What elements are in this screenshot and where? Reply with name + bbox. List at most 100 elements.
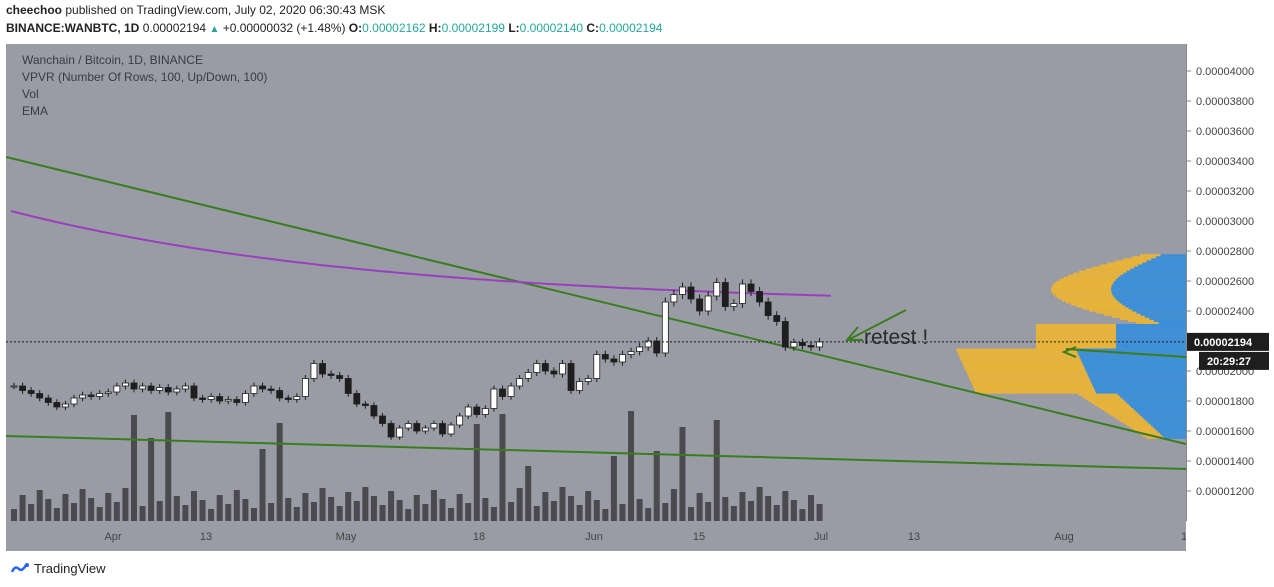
vpvr-up-bar [1114, 297, 1186, 300]
vpvr-up-bar [1122, 397, 1186, 400]
vpvr-up-bar [1140, 313, 1186, 316]
volume-bar [499, 414, 506, 521]
vpvr-up-bar [1092, 385, 1186, 388]
candle-body [404, 423, 412, 429]
vpvr-down-bar [1146, 436, 1165, 439]
support-trendline [6, 435, 1186, 470]
vpvr-down-bar [969, 377, 1090, 380]
vpvr-down-bar [1130, 426, 1154, 429]
vpvr-down-bar [1073, 272, 1124, 275]
volume-bar [439, 499, 446, 521]
candle-body [610, 358, 618, 363]
vpvr-down-bar [1058, 297, 1115, 300]
candle-body [756, 291, 763, 303]
ohlc-line: BINANCE:WANBTC, 1D 0.00002194 ▲ +0.00000… [6, 21, 662, 35]
vpvr-up-bar [1116, 299, 1186, 302]
volume-bar [576, 505, 583, 521]
candle-body [276, 390, 284, 399]
vpvr-up-bar [1092, 383, 1186, 386]
footer: TradingView [10, 561, 106, 576]
candle-body [139, 385, 146, 390]
price-tick-label: 0.00003000 [1196, 216, 1254, 228]
candle-body [379, 415, 386, 424]
vpvr-down-bar [1081, 395, 1120, 398]
time-tick-label: Aug [1054, 531, 1074, 543]
volume-bar [482, 498, 489, 521]
candle-body [721, 282, 729, 307]
vpvr-down-bar [1068, 274, 1121, 277]
volume-bar [199, 500, 206, 521]
price-axis[interactable]: 0.00004000 0.00003800 0.00003600 0.00003400… [1186, 44, 1269, 521]
vpvr-down-bar [970, 379, 1091, 382]
vpvr-up-bar [1095, 391, 1186, 394]
vpvr-down-bar [1096, 311, 1137, 314]
candle-body [27, 390, 35, 394]
vpvr-up-bar [1111, 285, 1186, 288]
candle-body [10, 385, 18, 388]
candle-body [747, 283, 755, 292]
vpvr-down-bar [1123, 258, 1152, 261]
chart-plot-area[interactable]: retest ! Wanchain / Bitcoin, 1D, BINANCE… [6, 44, 1186, 521]
candle-body [730, 303, 738, 307]
vpvr-up-bar [1150, 424, 1186, 427]
vpvr-up-bar [1116, 336, 1186, 339]
candle-body [241, 393, 249, 403]
volume-bar [696, 493, 703, 521]
vpvr-down-bar [1059, 278, 1116, 281]
volume-bar [268, 503, 275, 521]
volume-bar [619, 504, 626, 521]
vpvr-up-bar [1085, 369, 1186, 372]
volume-bar [473, 424, 480, 521]
vpvr-down-bar [1115, 260, 1147, 263]
volume-bar [28, 504, 35, 521]
vpvr-up-bar [1133, 266, 1186, 269]
vpvr-up-bar [1124, 399, 1186, 402]
vpvr-down-bar [1139, 432, 1160, 435]
candle-body [713, 282, 721, 297]
vpvr-up-bar [1116, 326, 1186, 329]
volume-bar [293, 507, 300, 521]
volume-bar [139, 506, 146, 521]
vpvr-down-bar [974, 389, 1095, 392]
vpvr-up-bar [1135, 410, 1186, 413]
vpvr-down-bar [1052, 285, 1112, 288]
candle-body [524, 372, 532, 379]
volume-bar [790, 500, 797, 521]
candle-body [413, 423, 421, 432]
candle-body [807, 345, 815, 348]
vpvr-up-bar [1155, 256, 1186, 259]
price-tick-label: 0.00002800 [1196, 246, 1254, 258]
candle-body [653, 340, 661, 354]
vpvr-up-bar [1088, 375, 1186, 378]
vpvr-down-bar [1036, 323, 1116, 327]
volume-bar [739, 492, 746, 521]
l-value: 0.00002140 [519, 21, 584, 35]
candle-body [173, 388, 181, 393]
vpvr-up-bar [1151, 258, 1186, 261]
legend-vpvr: VPVR (Number Of Rows, 100, Up/Down, 100) [22, 70, 268, 84]
vpvr-down-bar [1085, 397, 1123, 400]
vpvr-down-bar [1051, 287, 1112, 290]
vpvr-down-bar [1036, 330, 1116, 333]
vpvr-up-bar [1113, 295, 1186, 298]
vpvr-up-bar [1153, 319, 1186, 322]
candle-body [233, 399, 241, 403]
vpvr-up-bar [1119, 395, 1186, 398]
time-axis[interactable]: Apr 13 May 18 Jun 15 Jul 13 Aug 1 [6, 521, 1187, 551]
price-axis-svg: 0.00004000 0.00003800 0.00003600 0.00003400… [1187, 66, 1269, 498]
volume-bar [799, 509, 806, 521]
vpvr-up-bar [1112, 293, 1186, 296]
vpvr-up-bar [1157, 430, 1186, 433]
retest-arrow-head [844, 326, 863, 341]
vpvr-down-bar [1119, 317, 1150, 320]
price-tick-label: 0.00002600 [1196, 276, 1254, 288]
volume-bar [19, 495, 26, 521]
vpvr-down-bar [1089, 309, 1133, 312]
vpvr-up-bar [1122, 303, 1186, 306]
vpvr-up-bar [1117, 393, 1186, 396]
candle-body [559, 363, 566, 375]
candle-body [70, 397, 78, 405]
vpvr-down-bar [1120, 420, 1147, 423]
candle-body [541, 363, 549, 372]
last-price-box [1187, 332, 1269, 351]
